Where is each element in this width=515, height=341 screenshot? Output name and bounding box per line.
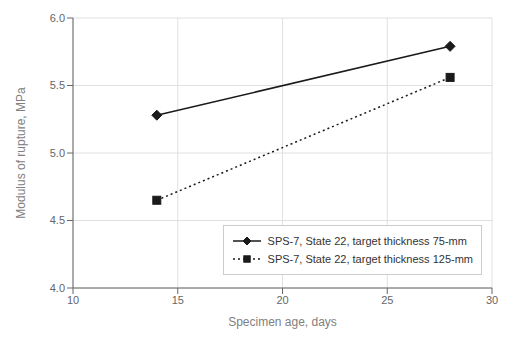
svg-text:30: 30 [486, 294, 498, 306]
svg-text:5.0: 5.0 [50, 147, 65, 159]
svg-text:4.0: 4.0 [50, 282, 65, 294]
svg-text:6.0: 6.0 [50, 12, 65, 24]
svg-text:Modulus of rupture, MPa: Modulus of rupture, MPa [14, 87, 28, 219]
svg-text:5.5: 5.5 [50, 79, 65, 91]
svg-text:25: 25 [381, 294, 393, 306]
svg-text:15: 15 [172, 294, 184, 306]
svg-text:4.5: 4.5 [50, 214, 65, 226]
svg-text:10: 10 [67, 294, 79, 306]
html-text:SPS-7, State 22, target thickn: SPS-7, State 22, target thickness 125-mm [267, 253, 473, 265]
svg-text:20: 20 [276, 294, 288, 306]
svg-text:Specimen age, days: Specimen age, days [228, 315, 337, 329]
html-text:SPS-7, State 22, target thickn: SPS-7, State 22, target thickness 75-mm [267, 235, 467, 247]
